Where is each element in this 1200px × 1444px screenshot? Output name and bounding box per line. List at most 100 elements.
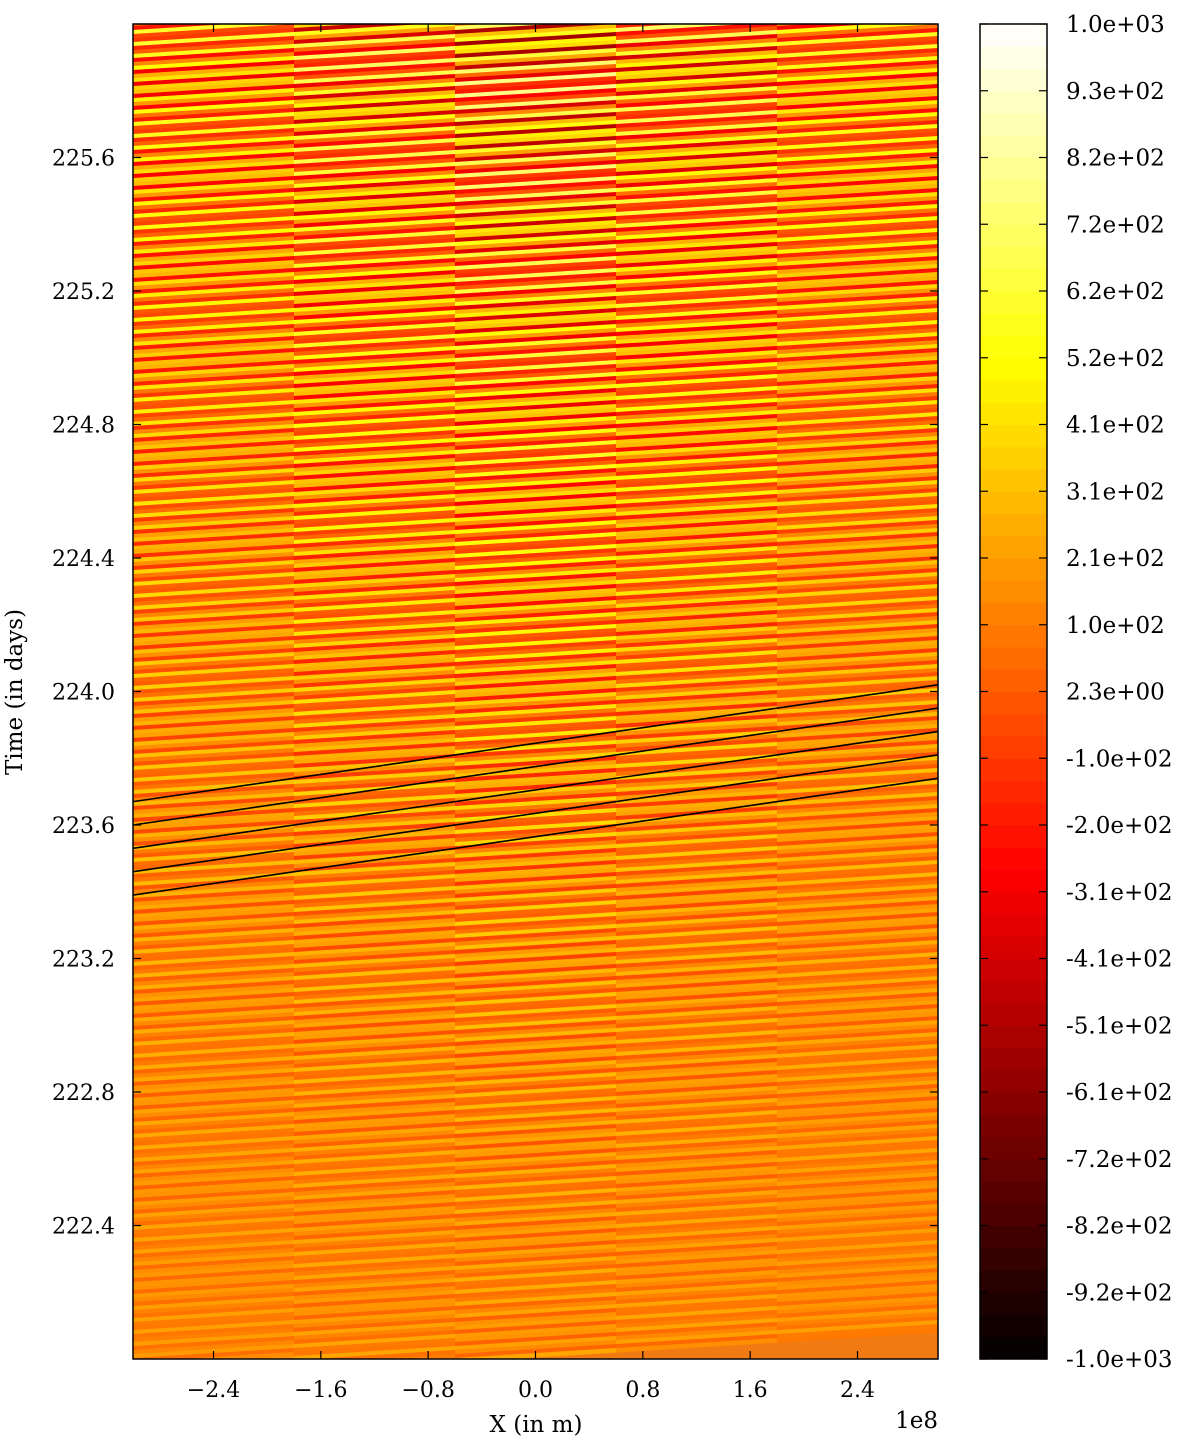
heatmap-cell xyxy=(777,944,938,959)
heatmap-cell xyxy=(294,610,455,625)
heatmap-cell xyxy=(455,968,616,983)
heatmap-cell xyxy=(133,1032,294,1047)
heatmap-cell xyxy=(777,768,938,783)
heatmap-cell xyxy=(616,546,777,561)
heatmap-cell xyxy=(455,844,616,859)
colorbar-band xyxy=(980,780,1047,804)
heatmap-cell xyxy=(777,1300,938,1315)
heatmap-cell xyxy=(455,1076,616,1091)
heatmap-cell xyxy=(133,1092,294,1107)
heatmap-cell xyxy=(133,208,294,223)
y-tick-label: 222.4 xyxy=(52,1215,115,1240)
heatmap-cell xyxy=(616,1230,777,1245)
heatmap-cell xyxy=(616,506,777,521)
heatmap-cell xyxy=(133,1124,294,1139)
heatmap-cell xyxy=(455,516,616,531)
heatmap-cell xyxy=(616,1250,777,1265)
heatmap-cell xyxy=(616,1154,777,1169)
heatmap-cell xyxy=(777,668,938,683)
heatmap-cell xyxy=(616,294,777,309)
heatmap-cell xyxy=(455,1172,616,1187)
heatmap-cell xyxy=(616,846,777,861)
heatmap-cell xyxy=(294,922,455,937)
heatmap-cell xyxy=(777,40,938,55)
heatmap-cell xyxy=(455,576,616,591)
heatmap-cell xyxy=(133,432,294,447)
heatmap-cell xyxy=(294,966,455,981)
heatmap-cell xyxy=(616,594,777,609)
heatmap-cell xyxy=(455,1016,616,1031)
heatmap-cell xyxy=(294,170,455,185)
heatmap-cell xyxy=(777,540,938,555)
heatmap-cell xyxy=(455,428,616,443)
heatmap-cell xyxy=(133,300,294,315)
heatmap-cell xyxy=(777,1224,938,1239)
heatmap-cell xyxy=(294,486,455,501)
heatmap-cell xyxy=(294,530,455,545)
heatmap-cell xyxy=(616,54,777,69)
heatmap-cell xyxy=(777,352,938,367)
colorbar-band xyxy=(980,558,1047,581)
heatmap-cell xyxy=(616,750,777,765)
heatmap-cell xyxy=(777,764,938,779)
colorbar-bands xyxy=(980,24,1047,1360)
heatmap-cell xyxy=(777,152,938,167)
x-axis-ticks: −2.4 −1.6 −0.8 0.0 0.8 1.6 2.4 xyxy=(187,24,875,1403)
heatmap-cell xyxy=(455,1140,616,1155)
heatmap-cell xyxy=(616,406,777,421)
heatmap-cell xyxy=(294,902,455,917)
heatmap-cell xyxy=(294,634,455,649)
heatmap-cell xyxy=(777,604,938,619)
heatmap-cell xyxy=(777,120,938,135)
heatmap-cell xyxy=(133,348,294,363)
heatmap-cell xyxy=(133,612,294,627)
heatmap-cell xyxy=(294,1206,455,1221)
heatmap-cell xyxy=(294,546,455,561)
heatmap-cell xyxy=(133,248,294,263)
heatmap-cell xyxy=(777,440,938,455)
heatmap-cell xyxy=(294,66,455,81)
heatmap-cell xyxy=(455,264,616,279)
heatmap-cell xyxy=(133,768,294,783)
heatmap-cell xyxy=(294,258,455,273)
heatmap-cell xyxy=(777,1316,938,1331)
heatmap-cell xyxy=(455,1224,616,1239)
heatmap-cell xyxy=(133,824,294,839)
heatmap-cell xyxy=(133,380,294,395)
heatmap-cell xyxy=(616,654,777,669)
heatmap-cell xyxy=(777,1308,938,1323)
colorbar-band xyxy=(980,157,1047,181)
heatmap-cell xyxy=(133,176,294,191)
heatmap-cell xyxy=(455,744,616,759)
heatmap-cell xyxy=(133,1188,294,1203)
heatmap-cell xyxy=(133,388,294,403)
heatmap-cell xyxy=(777,940,938,955)
heatmap-cell xyxy=(133,1120,294,1135)
heatmap-cell xyxy=(616,498,777,513)
heatmap-cell xyxy=(616,1298,777,1313)
heatmap-cell xyxy=(133,712,294,727)
heatmap-cell xyxy=(181,1352,294,1359)
heatmap-cell xyxy=(777,284,938,299)
colorbar-tick-label: 8.2e+02 xyxy=(1066,146,1165,172)
heatmap-cell xyxy=(777,724,938,739)
heatmap-cell xyxy=(133,452,294,467)
heatmap-cell xyxy=(616,970,777,985)
colorbar-tick-label: 7.2e+02 xyxy=(1066,212,1165,238)
heatmap-cell xyxy=(294,410,455,425)
heatmap-cell xyxy=(294,242,455,257)
heatmap-cell xyxy=(777,1256,938,1271)
heatmap-cell xyxy=(294,738,455,753)
heatmap-cell xyxy=(616,938,777,953)
heatmap-cell xyxy=(777,0,938,11)
colorbar-band xyxy=(980,758,1047,781)
heatmap-cell xyxy=(294,1066,455,1081)
heatmap-cell xyxy=(455,312,616,327)
x-axis-label: X (in m) xyxy=(490,1412,583,1438)
heatmap-cell xyxy=(294,822,455,837)
heatmap-cell xyxy=(616,598,777,613)
heatmap-cell xyxy=(294,910,455,925)
heatmap-cell xyxy=(133,1208,294,1223)
heatmap-cell xyxy=(777,1128,938,1143)
heatmap-cell xyxy=(777,1260,938,1275)
